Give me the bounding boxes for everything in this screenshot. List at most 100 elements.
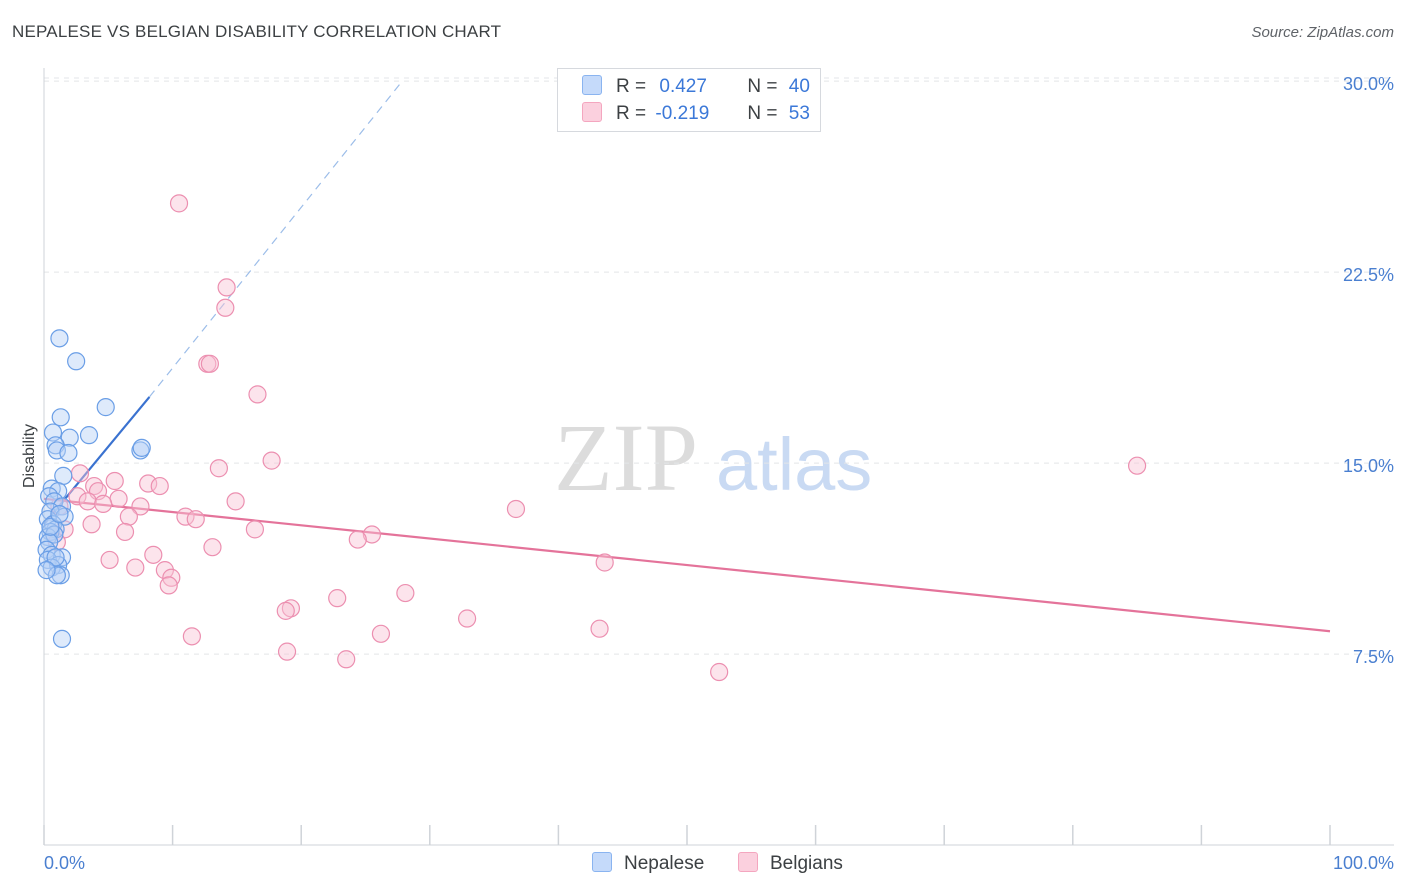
source-credit: Source: ZipAtlas.com bbox=[1251, 24, 1394, 41]
chart-title: NEPALESE VS BELGIAN DISABILITY CORRELATI… bbox=[12, 22, 502, 41]
nepalese-point bbox=[47, 566, 66, 585]
nepalese-point bbox=[41, 517, 60, 536]
nepalese-point bbox=[49, 482, 68, 501]
belgians-trend-line bbox=[43, 497, 1331, 633]
belgians-point bbox=[348, 530, 367, 549]
belgians-point bbox=[115, 522, 135, 542]
belgians-point bbox=[131, 497, 150, 516]
belgians-point bbox=[150, 476, 169, 496]
legend-r-label: R = bbox=[616, 103, 647, 124]
belgians-point bbox=[155, 561, 174, 580]
belgians-point bbox=[277, 642, 297, 661]
nepalese-point bbox=[52, 629, 72, 648]
watermark-zip: ZIP bbox=[554, 404, 698, 511]
belgians-point bbox=[595, 553, 614, 572]
watermark-atlas: atlas bbox=[716, 423, 872, 506]
y-tick-label: 30.0% bbox=[1343, 74, 1394, 94]
nepalese-point bbox=[51, 566, 70, 585]
belgians-point bbox=[506, 499, 526, 519]
belgians-point bbox=[396, 583, 415, 603]
nepalese-point bbox=[37, 561, 56, 580]
belgians-point bbox=[276, 601, 295, 620]
nepalese-point bbox=[50, 329, 69, 348]
y-tick-labels: 7.5% 15.0% 22.5% 30.0% bbox=[1343, 74, 1394, 667]
legend-n-label: N = bbox=[747, 103, 778, 124]
belgians-legend-swatch bbox=[738, 852, 758, 872]
belgians-point bbox=[262, 451, 281, 470]
belgians-point bbox=[1127, 456, 1147, 475]
belgians-point bbox=[328, 589, 347, 608]
nepalese-r-value: 0.427 bbox=[659, 76, 707, 97]
y-tick-label: 22.5% bbox=[1343, 265, 1394, 285]
belgians-point bbox=[710, 662, 729, 682]
belgians-point bbox=[337, 650, 356, 669]
legend-row-nepalese: R = 0.427 N = 40 bbox=[582, 75, 810, 99]
nepalese-point bbox=[51, 408, 70, 427]
belgians-point bbox=[144, 545, 163, 564]
x-tick-label-max: 100.0% bbox=[1333, 853, 1394, 873]
belgians-point bbox=[457, 609, 477, 628]
belgians-points bbox=[45, 194, 1147, 682]
belgians-point bbox=[78, 492, 97, 511]
nepalese-trend bbox=[43, 83, 401, 525]
x-tick-label-min: 0.0% bbox=[44, 853, 85, 873]
belgians-point bbox=[248, 385, 267, 404]
belgians-point bbox=[139, 474, 158, 493]
belgians-point bbox=[200, 354, 219, 373]
bottom-legend-nepalese: Nepalese bbox=[592, 852, 704, 875]
belgians-legend-label: Belgians bbox=[770, 853, 843, 874]
belgians-point bbox=[159, 576, 178, 595]
nepalese-point bbox=[46, 548, 65, 567]
belgians-point bbox=[203, 538, 222, 557]
belgians-point bbox=[182, 627, 201, 646]
belgians-r-value: -0.219 bbox=[655, 103, 710, 124]
belgians-point bbox=[169, 194, 189, 213]
belgians-point bbox=[217, 278, 236, 297]
nepalese-swatch bbox=[582, 75, 602, 95]
legend-r-label: R = bbox=[616, 76, 647, 97]
nepalese-point bbox=[132, 438, 151, 457]
nepalese-point bbox=[59, 443, 78, 463]
belgians-point bbox=[126, 558, 145, 577]
nepalese-point bbox=[60, 428, 79, 447]
bottom-legend-belgians: Belgians bbox=[738, 852, 843, 875]
belgians-n-value: 53 bbox=[788, 103, 810, 124]
nepalese-point bbox=[67, 352, 86, 371]
belgians-point bbox=[362, 525, 382, 544]
belgians-point bbox=[82, 515, 101, 534]
belgians-swatch bbox=[582, 102, 602, 122]
axes bbox=[43, 68, 1394, 846]
nepalese-legend-label: Nepalese bbox=[624, 853, 705, 874]
belgians-point bbox=[70, 464, 90, 483]
nepalese-trend-extension bbox=[148, 83, 401, 398]
belgians-point bbox=[226, 492, 245, 511]
belgians-point bbox=[186, 510, 205, 529]
belgians-point bbox=[209, 459, 228, 478]
nepalese-legend-swatch bbox=[592, 852, 612, 872]
belgians-point bbox=[281, 599, 301, 618]
y-tick-label: 7.5% bbox=[1353, 647, 1394, 667]
belgians-point bbox=[245, 520, 265, 539]
belgians-point bbox=[590, 619, 609, 638]
belgians-point bbox=[94, 494, 113, 514]
legend-row-belgians: R = -0.219 N = 53 bbox=[582, 102, 810, 126]
nepalese-trend-line bbox=[43, 396, 151, 525]
nepalese-points bbox=[37, 329, 151, 648]
belgians-trend bbox=[43, 497, 1331, 633]
belgians-point bbox=[105, 471, 124, 491]
correlation-legend: R = 0.427 N = 40 R = -0.219 N = 53 bbox=[557, 68, 821, 132]
legend-n-label: N = bbox=[747, 76, 778, 97]
y-tick-label: 15.0% bbox=[1343, 456, 1394, 476]
nepalese-n-value: 40 bbox=[788, 76, 810, 97]
nepalese-point bbox=[47, 441, 66, 460]
nepalese-point bbox=[79, 426, 99, 445]
nepalese-point bbox=[40, 487, 59, 506]
belgians-point bbox=[119, 507, 138, 526]
belgians-point bbox=[371, 624, 391, 643]
belgians-point bbox=[68, 487, 87, 506]
y-axis-label: Disability bbox=[21, 424, 38, 488]
belgians-point bbox=[216, 298, 235, 317]
nepalese-point bbox=[50, 504, 69, 524]
nepalese-point bbox=[96, 398, 115, 417]
